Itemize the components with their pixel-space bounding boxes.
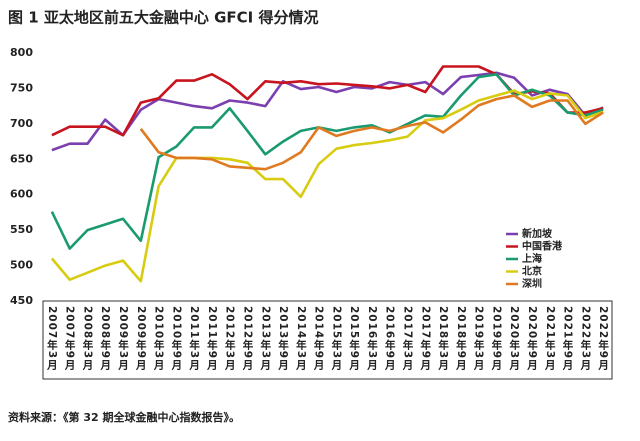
x-tick-label: 2022年3月 bbox=[579, 306, 591, 371]
x-tick-label: 2019年9月 bbox=[490, 306, 502, 371]
x-tick-label: 2016年3月 bbox=[366, 306, 378, 371]
source: 资料来源：《第 32 期全球金融中心指数报告》。 bbox=[8, 410, 240, 424]
x-tick-label: 2020年3月 bbox=[508, 306, 520, 371]
line-series bbox=[139, 94, 604, 171]
x-tick-label: 2008年3月 bbox=[81, 306, 93, 371]
y-tick-label: 550 bbox=[10, 223, 33, 236]
x-tick-label: 2015年3月 bbox=[330, 306, 342, 371]
line-series bbox=[50, 89, 604, 283]
x-tick-label: 2008年9月 bbox=[99, 306, 111, 371]
y-tick-label: 450 bbox=[10, 294, 33, 307]
x-tick-label: 2020年9月 bbox=[526, 306, 538, 371]
x-tick-label: 2009年9月 bbox=[135, 306, 147, 371]
x-tick-label: 2018年9月 bbox=[455, 306, 467, 371]
x-tick-label: 2011年9月 bbox=[206, 306, 218, 371]
x-tick-label: 2021年9月 bbox=[562, 306, 574, 371]
y-tick-label: 750 bbox=[10, 81, 33, 94]
y-tick-label: 700 bbox=[10, 117, 33, 130]
chart-title: 图 1 亚太地区前五大金融中心 GFCI 得分情况 bbox=[8, 9, 318, 27]
x-tick-label: 2014年9月 bbox=[313, 306, 325, 371]
x-tick-label: 2017年9月 bbox=[419, 306, 431, 371]
y-tick-label: 600 bbox=[10, 188, 33, 201]
legend-label: 中国香港 bbox=[522, 240, 563, 253]
x-tick-label: 2007年3月 bbox=[46, 306, 58, 371]
y-tick-label: 650 bbox=[10, 152, 33, 165]
x-tick-label: 2018年3月 bbox=[437, 306, 449, 371]
x-tick-label: 2021年3月 bbox=[544, 306, 556, 371]
x-tick-label: 2014年3月 bbox=[295, 306, 307, 371]
x-tick-label: 2012年3月 bbox=[224, 306, 236, 371]
x-tick-label: 2013年3月 bbox=[259, 306, 271, 371]
x-tick-label: 2017年3月 bbox=[402, 306, 414, 371]
x-tick-label: 2019年3月 bbox=[473, 306, 485, 371]
legend-label: 深圳 bbox=[522, 277, 542, 290]
x-tick-label: 2016年9月 bbox=[384, 306, 396, 371]
x-tick-label: 2010年3月 bbox=[153, 306, 165, 371]
x-axis-box bbox=[42, 300, 613, 380]
x-tick-label: 2007年9月 bbox=[64, 306, 76, 371]
x-tick-label: 2015年9月 bbox=[348, 306, 360, 371]
legend-label: 北京 bbox=[522, 265, 542, 278]
x-tick-label: 2009年3月 bbox=[117, 306, 129, 371]
x-tick-label: 2022年9月 bbox=[597, 306, 609, 371]
legend-label: 新加坡 bbox=[522, 227, 553, 240]
y-tick-label: 800 bbox=[10, 46, 33, 59]
y-tick-label: 500 bbox=[10, 259, 33, 272]
x-tick-label: 2011年3月 bbox=[188, 306, 200, 371]
legend-label: 上海 bbox=[522, 252, 542, 265]
x-tick-label: 2010年9月 bbox=[170, 306, 182, 371]
line-series bbox=[51, 71, 604, 152]
x-tick-label: 2012年9月 bbox=[241, 306, 253, 371]
x-tick-label: 2013年9月 bbox=[277, 306, 289, 371]
